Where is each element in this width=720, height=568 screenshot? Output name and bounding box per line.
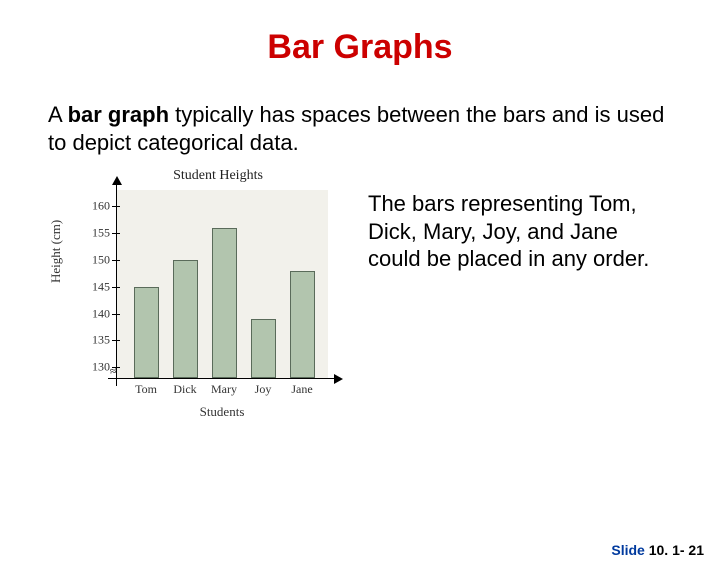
chart-plot-area [116,190,328,378]
y-tick-label: 150 [80,252,110,267]
y-axis [116,182,117,386]
x-tick-label: Jane [282,382,322,397]
y-tick-label: 155 [80,225,110,240]
y-tick [112,287,120,288]
x-axis [108,378,336,379]
chart-title: Student Heights [108,168,328,184]
bar-chart: Student Heights ≈ Height (cm) Students 1… [48,168,348,428]
bar [134,287,159,378]
x-axis-arrow-icon [334,374,343,384]
x-axis-label: Students [116,404,328,420]
slide-label: Slide [611,542,648,558]
x-tick-label: Joy [243,382,283,397]
y-axis-label: Height (cm) [48,220,64,283]
intro-paragraph: A bar graph typically has spaces between… [48,101,672,156]
bar [251,319,276,378]
bar [290,271,315,378]
intro-bold: bar graph [68,102,169,127]
slide-number: 10. 1- 21 [649,542,704,558]
y-tick [112,206,120,207]
chart-note: The bars representing Tom, Dick, Mary, J… [368,190,672,273]
y-tick [112,233,120,234]
y-tick-label: 135 [80,333,110,348]
bar [173,260,198,378]
y-tick-label: 160 [80,199,110,214]
y-tick-label: 140 [80,306,110,321]
y-tick [112,260,120,261]
x-tick-label: Tom [126,382,166,397]
page-title: Bar Graphs [0,28,720,67]
y-tick [112,340,120,341]
slide-footer: Slide 10. 1- 21 [611,542,704,558]
y-tick [112,367,120,368]
y-tick [112,314,120,315]
x-tick-label: Mary [204,382,244,397]
y-tick-label: 130 [80,360,110,375]
x-tick-label: Dick [165,382,205,397]
intro-prefix: A [48,102,68,127]
bar [212,228,237,378]
y-tick-label: 145 [80,279,110,294]
y-axis-arrow-icon [112,176,122,185]
